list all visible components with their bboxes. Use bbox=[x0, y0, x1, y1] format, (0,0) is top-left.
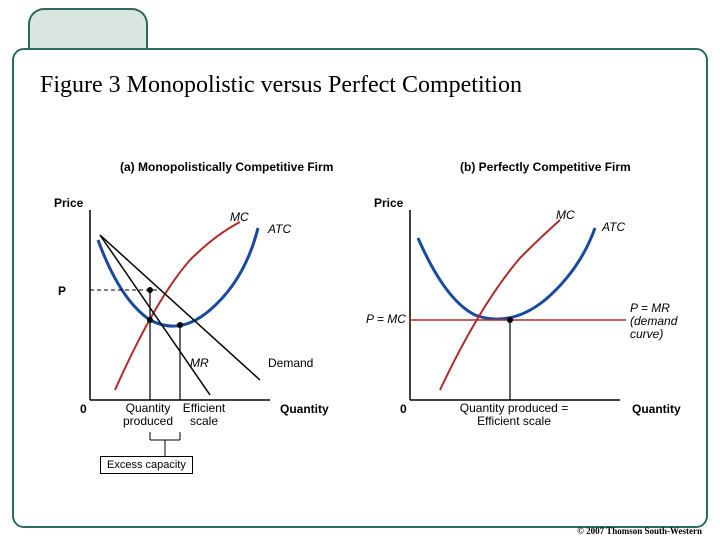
panel-a-ylabel: Price bbox=[54, 196, 83, 210]
corner-tab bbox=[28, 8, 148, 50]
panel-a-origin-zero: 0 bbox=[80, 402, 87, 416]
panel-a-atc-label: ATC bbox=[268, 222, 291, 236]
panel-b-qty-eff: Quantity produced = Efficient scale bbox=[454, 402, 574, 428]
panel-b-atc-label: ATC bbox=[602, 220, 625, 234]
panel-a-price-p: P bbox=[58, 284, 66, 298]
figure-frame: Figure 3 Monopolistic versus Perfect Com… bbox=[0, 0, 720, 540]
panel-b-subtitle: (b) Perfectly Competitive Firm bbox=[460, 160, 631, 174]
panel-b-mc-label: MC bbox=[556, 208, 575, 222]
panel-b-origin-zero: 0 bbox=[400, 402, 407, 416]
panel-b-ylabel: Price bbox=[374, 196, 403, 210]
panel-a-mc-label: MC bbox=[230, 210, 249, 224]
panel-a-subtitle: (a) Monopolistically Competitive Firm bbox=[120, 160, 333, 174]
panel-a-eff-scale: Efficient scale bbox=[180, 402, 228, 428]
panel-a-qty-produced: Quantity produced bbox=[122, 402, 174, 428]
panel-a-mr-label: MR bbox=[190, 356, 209, 370]
panel-b-pmc-label: P = MC bbox=[366, 312, 406, 326]
panel-b-pmr-label: P = MR (demand curve) bbox=[630, 302, 690, 342]
excess-capacity-box: Excess capacity bbox=[100, 456, 193, 474]
panel-a-xlabel: Quantity bbox=[280, 402, 329, 416]
panel-b-xlabel: Quantity bbox=[632, 402, 681, 416]
copyright-text: © 2007 Thomson South-Western bbox=[577, 526, 702, 536]
figure-title: Figure 3 Monopolistic versus Perfect Com… bbox=[40, 72, 522, 99]
panel-a-demand-label: Demand bbox=[268, 356, 313, 370]
